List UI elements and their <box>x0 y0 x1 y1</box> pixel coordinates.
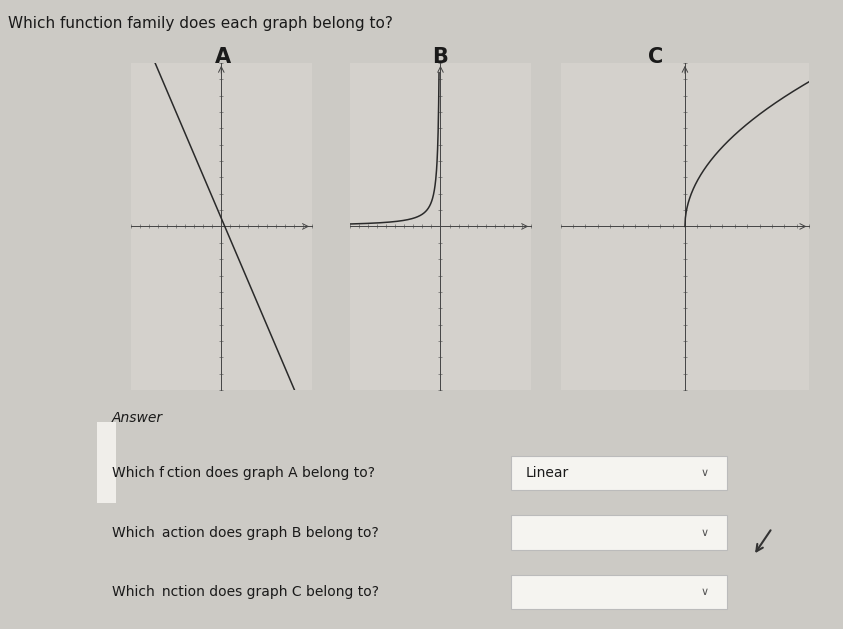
Text: ∨: ∨ <box>701 587 709 598</box>
FancyBboxPatch shape <box>511 455 728 490</box>
FancyBboxPatch shape <box>511 515 728 550</box>
Text: Answer: Answer <box>112 411 163 425</box>
FancyBboxPatch shape <box>511 575 728 610</box>
Text: ∨: ∨ <box>701 468 709 478</box>
Text: B: B <box>432 47 448 67</box>
Text: Which  action does graph B belong to?: Which action does graph B belong to? <box>112 526 379 540</box>
Text: A: A <box>215 47 232 67</box>
Text: Which f ction does graph A belong to?: Which f ction does graph A belong to? <box>112 466 375 480</box>
FancyBboxPatch shape <box>97 423 115 503</box>
Text: C: C <box>648 47 663 67</box>
Text: Which  nction does graph C belong to?: Which nction does graph C belong to? <box>112 585 379 599</box>
Text: ∨: ∨ <box>701 528 709 538</box>
Text: Which function family does each graph belong to?: Which function family does each graph be… <box>8 16 394 31</box>
Text: Linear: Linear <box>526 466 569 480</box>
